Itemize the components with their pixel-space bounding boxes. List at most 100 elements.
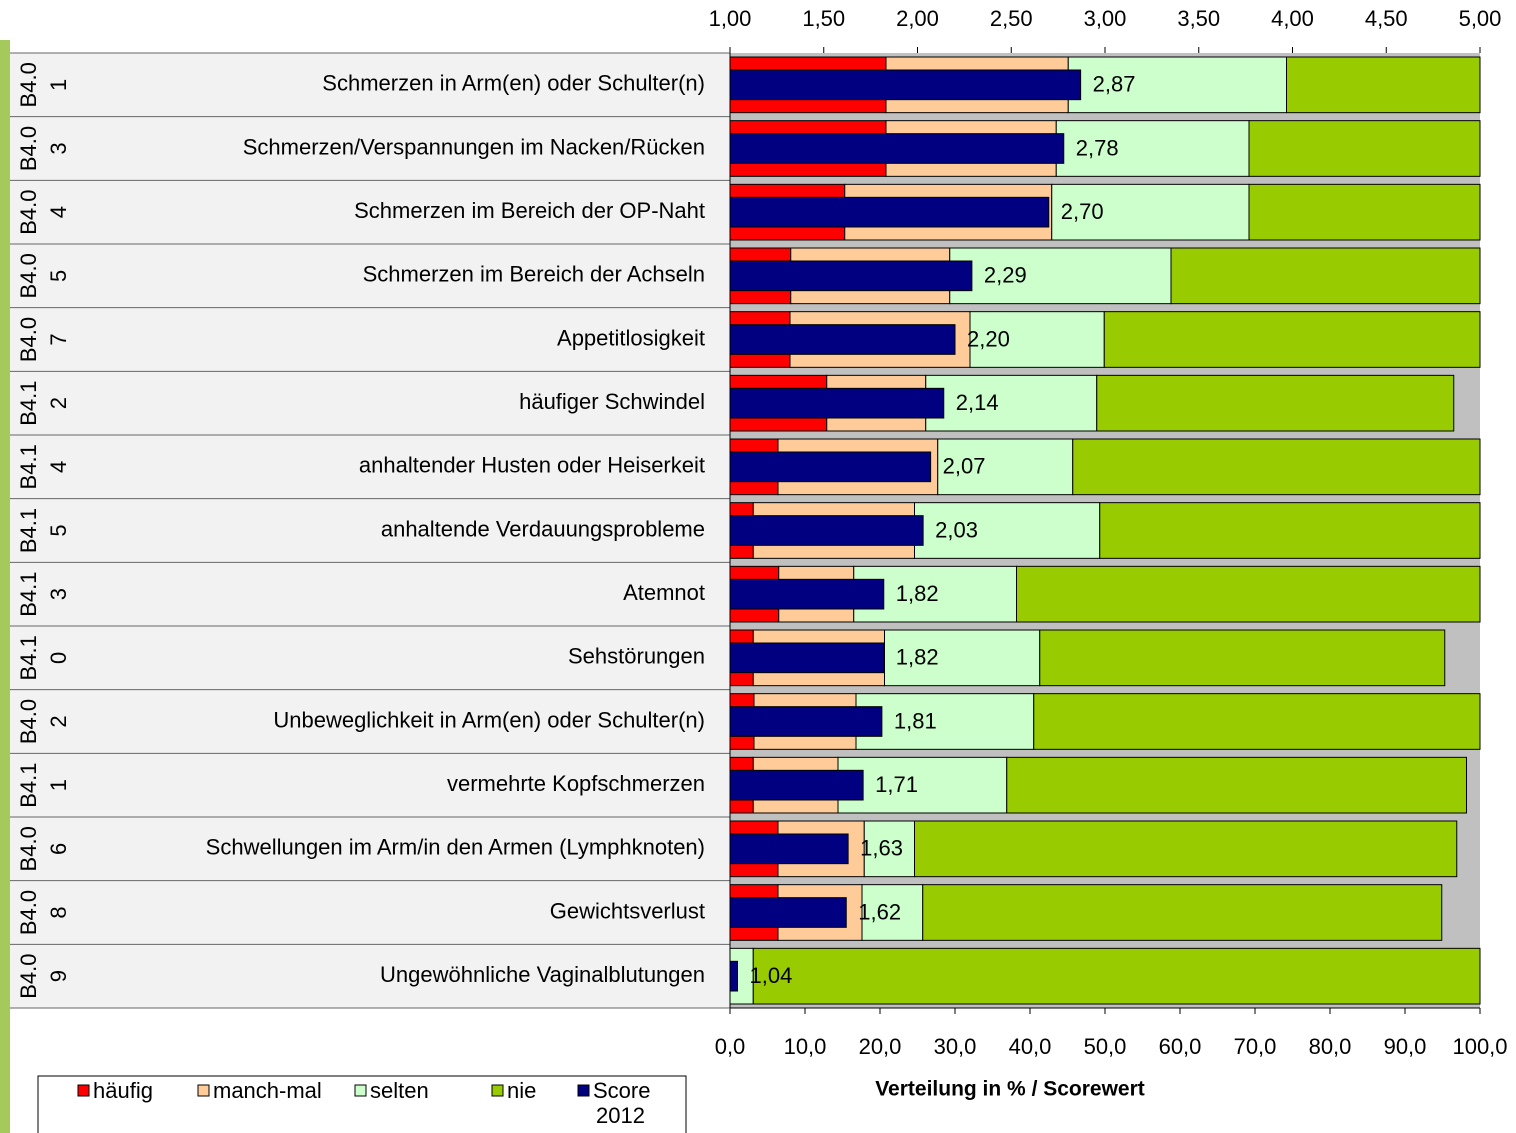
bar-segment [914, 820, 1458, 878]
bar-segment [1248, 120, 1481, 177]
bar-segment [1055, 120, 1250, 177]
bar-segment [1103, 311, 1481, 368]
x2-tick-label: 4,50 [1365, 6, 1408, 31]
x-tick-label: 10,0 [784, 1034, 827, 1059]
score-bar [729, 387, 945, 419]
category-label: Sehstörungen [568, 644, 705, 669]
x-tick-label: 100,0 [1452, 1034, 1507, 1059]
item-label: 0 [46, 652, 71, 664]
category-label: Appetitlosigkeit [557, 325, 705, 350]
group-label: B4.1 [16, 572, 41, 617]
score-bar [729, 769, 864, 801]
category-label: Schmerzen/Verspannungen im Nacken/Rücken [243, 134, 705, 159]
group-label: B4.0 [16, 190, 41, 235]
score-bar [729, 196, 1050, 228]
x2-tick-label: 5,00 [1459, 6, 1502, 31]
legend-swatch [354, 1084, 367, 1097]
category-label: Schmerzen in Arm(en) oder Schulter(n) [322, 71, 705, 96]
item-label: 2 [46, 397, 71, 409]
item-label: 3 [46, 588, 71, 600]
value-label: 2,03 [935, 517, 978, 542]
score-bar [729, 833, 849, 865]
score-bar [729, 69, 1082, 101]
category-label: Ungewöhnliche Vaginalblutungen [380, 962, 705, 987]
bar-segment [1006, 756, 1467, 814]
category-label: Schmerzen im Bereich der Achseln [363, 262, 705, 287]
bar-segment [1033, 693, 1481, 750]
item-label: 4 [46, 461, 71, 473]
value-label: 1,81 [894, 708, 937, 733]
x-tick-label: 0,0 [715, 1034, 746, 1059]
group-label: B4.0 [16, 699, 41, 744]
bar-segment [1067, 56, 1287, 114]
group-label: B4.0 [16, 253, 41, 298]
value-label: 2,87 [1093, 72, 1136, 97]
bar-segment [837, 756, 1008, 814]
bar-segment [937, 438, 1074, 496]
legend-swatch [577, 1084, 590, 1097]
value-label: 1,71 [875, 772, 918, 797]
x-tick-label: 40,0 [1009, 1034, 1052, 1059]
value-label: 2,07 [943, 454, 986, 479]
category-label: Gewichtsverlust [550, 898, 705, 923]
group-label: B4.1 [16, 763, 41, 808]
score-bar [729, 642, 885, 674]
bar-segment [1170, 247, 1481, 305]
item-label: 6 [46, 843, 71, 855]
x2-tick-label: 2,50 [990, 6, 1033, 31]
category-label: Atemnot [623, 580, 705, 605]
score-bar [729, 897, 847, 928]
score-bar [729, 451, 932, 483]
bar-segment [922, 884, 1443, 941]
value-label: 1,82 [896, 645, 939, 670]
bar-segment [855, 693, 1035, 750]
bar-segment [863, 820, 915, 878]
x2-tick-label: 2,00 [896, 6, 939, 31]
label-area [10, 53, 730, 1008]
value-label: 2,78 [1076, 135, 1119, 160]
category-label: anhaltender Husten oder Heiserkeit [359, 453, 705, 478]
x-tick-label: 70,0 [1234, 1034, 1277, 1059]
category-label: Unbeweglichkeit in Arm(en) oder Schulter… [273, 707, 705, 732]
left-strip [0, 40, 10, 1133]
bar-segment [949, 247, 1172, 305]
group-label: B4.1 [16, 508, 41, 553]
bar-segment [1051, 183, 1250, 241]
item-label: 1 [46, 79, 71, 91]
x-tick-label: 60,0 [1159, 1034, 1202, 1059]
score-bar [729, 133, 1065, 164]
item-label: 9 [46, 970, 71, 982]
item-label: 5 [46, 524, 71, 536]
group-label: B4.0 [16, 62, 41, 107]
x-tick-label: 80,0 [1309, 1034, 1352, 1059]
category-label: vermehrte Kopfschmerzen [447, 771, 705, 796]
legend-label: selten [370, 1078, 429, 1103]
value-label: 1,04 [750, 963, 793, 988]
value-label: 2,14 [956, 390, 999, 415]
group-label: B4.1 [16, 444, 41, 489]
legend-label: Score 2012 [593, 1078, 650, 1128]
x2-tick-label: 3,00 [1084, 6, 1127, 31]
category-label: Schwellungen im Arm/in den Armen (Lymphk… [206, 835, 705, 860]
group-label: B4.1 [16, 635, 41, 680]
legend-label: häufig [93, 1078, 153, 1103]
legend-label: nie [507, 1078, 536, 1103]
group-label: B4.0 [16, 890, 41, 935]
bar-segment [925, 374, 1098, 432]
value-label: 2,70 [1061, 199, 1104, 224]
x2-tick-label: 1,50 [802, 6, 845, 31]
category-label: häufiger Schwindel [519, 389, 705, 414]
bar-segment [1099, 502, 1481, 559]
group-label: B4.0 [16, 826, 41, 871]
group-label: B4.1 [16, 381, 41, 426]
item-label: 8 [46, 906, 71, 918]
score-bar [729, 515, 924, 546]
bar-segment [969, 311, 1105, 368]
category-label: anhaltende Verdauungsprobleme [381, 516, 705, 541]
bar-segment [884, 629, 1041, 687]
score-bar [729, 578, 885, 610]
bar-segment [1248, 183, 1481, 241]
bar-segment [1039, 629, 1446, 687]
bar-segment [752, 947, 1481, 1005]
